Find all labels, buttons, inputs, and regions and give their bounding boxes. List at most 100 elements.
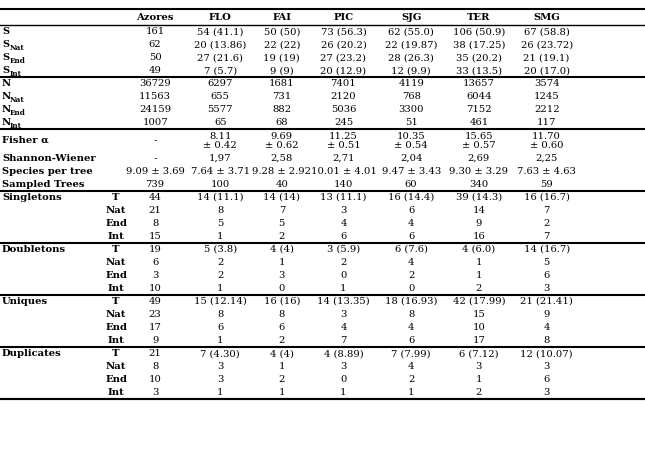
- Text: 16 (16): 16 (16): [264, 297, 300, 306]
- Text: 4 (6.0): 4 (6.0): [462, 245, 495, 254]
- Text: Doubletons: Doubletons: [2, 245, 66, 254]
- Text: SJG: SJG: [401, 13, 421, 22]
- Text: 11.70: 11.70: [532, 132, 561, 141]
- Text: 9.30 ± 3.29: 9.30 ± 3.29: [450, 167, 508, 176]
- Text: 5: 5: [279, 219, 285, 228]
- Text: 73 (56.3): 73 (56.3): [321, 27, 366, 36]
- Text: 1681: 1681: [269, 79, 295, 88]
- Text: 4 (8.89): 4 (8.89): [324, 349, 363, 358]
- Text: SMG: SMG: [533, 13, 560, 22]
- Text: 7 (5.7): 7 (5.7): [204, 66, 237, 75]
- Text: TER: TER: [467, 13, 491, 22]
- Text: ± 0.60: ± 0.60: [530, 141, 563, 150]
- Text: 6 (7.12): 6 (7.12): [459, 349, 499, 358]
- Text: 3: 3: [544, 284, 550, 293]
- Text: 3: 3: [217, 362, 223, 371]
- Text: 3: 3: [476, 362, 482, 371]
- Text: Uniques: Uniques: [2, 297, 48, 306]
- Text: 3300: 3300: [399, 105, 424, 114]
- Text: N: N: [2, 92, 11, 101]
- Text: 20 (12.9): 20 (12.9): [321, 66, 366, 75]
- Text: 4 (4): 4 (4): [270, 349, 294, 358]
- Text: 9: 9: [476, 219, 482, 228]
- Text: S: S: [2, 40, 9, 49]
- Text: 20 (17.0): 20 (17.0): [524, 66, 570, 75]
- Text: 731: 731: [272, 92, 292, 101]
- Text: 15.65: 15.65: [464, 132, 493, 141]
- Text: 9: 9: [544, 310, 550, 319]
- Text: 20 (13.86): 20 (13.86): [194, 40, 246, 49]
- Text: 60: 60: [405, 180, 417, 189]
- Text: 739: 739: [146, 180, 164, 189]
- Text: 16: 16: [473, 232, 485, 241]
- Text: 38 (17.25): 38 (17.25): [453, 40, 505, 49]
- Text: 4: 4: [408, 323, 415, 332]
- Text: Fisher α: Fisher α: [2, 136, 48, 145]
- Text: 2120: 2120: [331, 92, 356, 101]
- Text: 7: 7: [544, 206, 550, 215]
- Text: 3: 3: [217, 375, 223, 384]
- Text: Nat: Nat: [10, 96, 25, 104]
- Text: Int: Int: [108, 284, 124, 293]
- Text: 12 (10.07): 12 (10.07): [521, 349, 573, 358]
- Text: 50 (50): 50 (50): [264, 27, 300, 36]
- Text: 1: 1: [217, 284, 224, 293]
- Text: T: T: [112, 193, 120, 202]
- Text: 7.63 ± 4.63: 7.63 ± 4.63: [517, 167, 576, 176]
- Text: 1: 1: [475, 271, 482, 280]
- Text: 5: 5: [217, 219, 223, 228]
- Text: 14: 14: [472, 206, 486, 215]
- Text: 768: 768: [402, 92, 421, 101]
- Text: 35 (20.2): 35 (20.2): [456, 53, 502, 62]
- Text: 2: 2: [217, 271, 223, 280]
- Text: 140: 140: [333, 180, 353, 189]
- Text: 24159: 24159: [139, 105, 171, 114]
- Text: 117: 117: [537, 118, 557, 128]
- Text: -: -: [154, 136, 157, 145]
- Text: 13657: 13657: [463, 79, 495, 88]
- Text: 8: 8: [217, 206, 223, 215]
- Text: 28 (26.3): 28 (26.3): [388, 53, 434, 62]
- Text: 0: 0: [408, 284, 414, 293]
- Text: 10.01 ± 4.01: 10.01 ± 4.01: [310, 167, 377, 176]
- Text: 44: 44: [148, 193, 162, 202]
- Text: Species per tree: Species per tree: [2, 167, 93, 176]
- Text: 2: 2: [408, 375, 414, 384]
- Text: 21: 21: [149, 206, 161, 215]
- Text: 6297: 6297: [208, 79, 233, 88]
- Text: 42 (17.99): 42 (17.99): [453, 297, 505, 306]
- Text: 655: 655: [211, 92, 230, 101]
- Text: 100: 100: [211, 180, 230, 189]
- Text: FAI: FAI: [272, 13, 292, 22]
- Text: Singletons: Singletons: [2, 193, 62, 202]
- Text: Shannon-Wiener: Shannon-Wiener: [2, 154, 95, 163]
- Text: PIC: PIC: [333, 13, 353, 22]
- Text: 10: 10: [149, 284, 161, 293]
- Text: 1: 1: [279, 388, 285, 397]
- Text: 19 (19): 19 (19): [264, 53, 300, 62]
- Text: T: T: [112, 349, 120, 358]
- Text: 2: 2: [279, 336, 285, 345]
- Text: 2: 2: [217, 258, 223, 267]
- Text: 9: 9: [152, 336, 158, 345]
- Text: 6: 6: [279, 323, 285, 332]
- Text: 3: 3: [341, 206, 346, 215]
- Text: 7: 7: [341, 336, 346, 345]
- Text: 5 (3.8): 5 (3.8): [204, 245, 237, 254]
- Text: 17: 17: [473, 336, 485, 345]
- Text: 1: 1: [408, 388, 415, 397]
- Text: 8.11: 8.11: [209, 132, 232, 141]
- Text: 4: 4: [543, 323, 550, 332]
- Text: 40: 40: [275, 180, 288, 189]
- Text: ± 0.57: ± 0.57: [462, 141, 496, 150]
- Text: 6: 6: [341, 232, 346, 241]
- Text: 15: 15: [149, 232, 161, 241]
- Text: 50: 50: [149, 53, 161, 62]
- Text: 8: 8: [544, 336, 550, 345]
- Text: 1: 1: [340, 388, 347, 397]
- Text: 62: 62: [149, 40, 161, 49]
- Text: End: End: [105, 219, 127, 228]
- Text: 10: 10: [473, 323, 485, 332]
- Text: 54 (41.1): 54 (41.1): [197, 27, 244, 36]
- Text: 10: 10: [149, 375, 161, 384]
